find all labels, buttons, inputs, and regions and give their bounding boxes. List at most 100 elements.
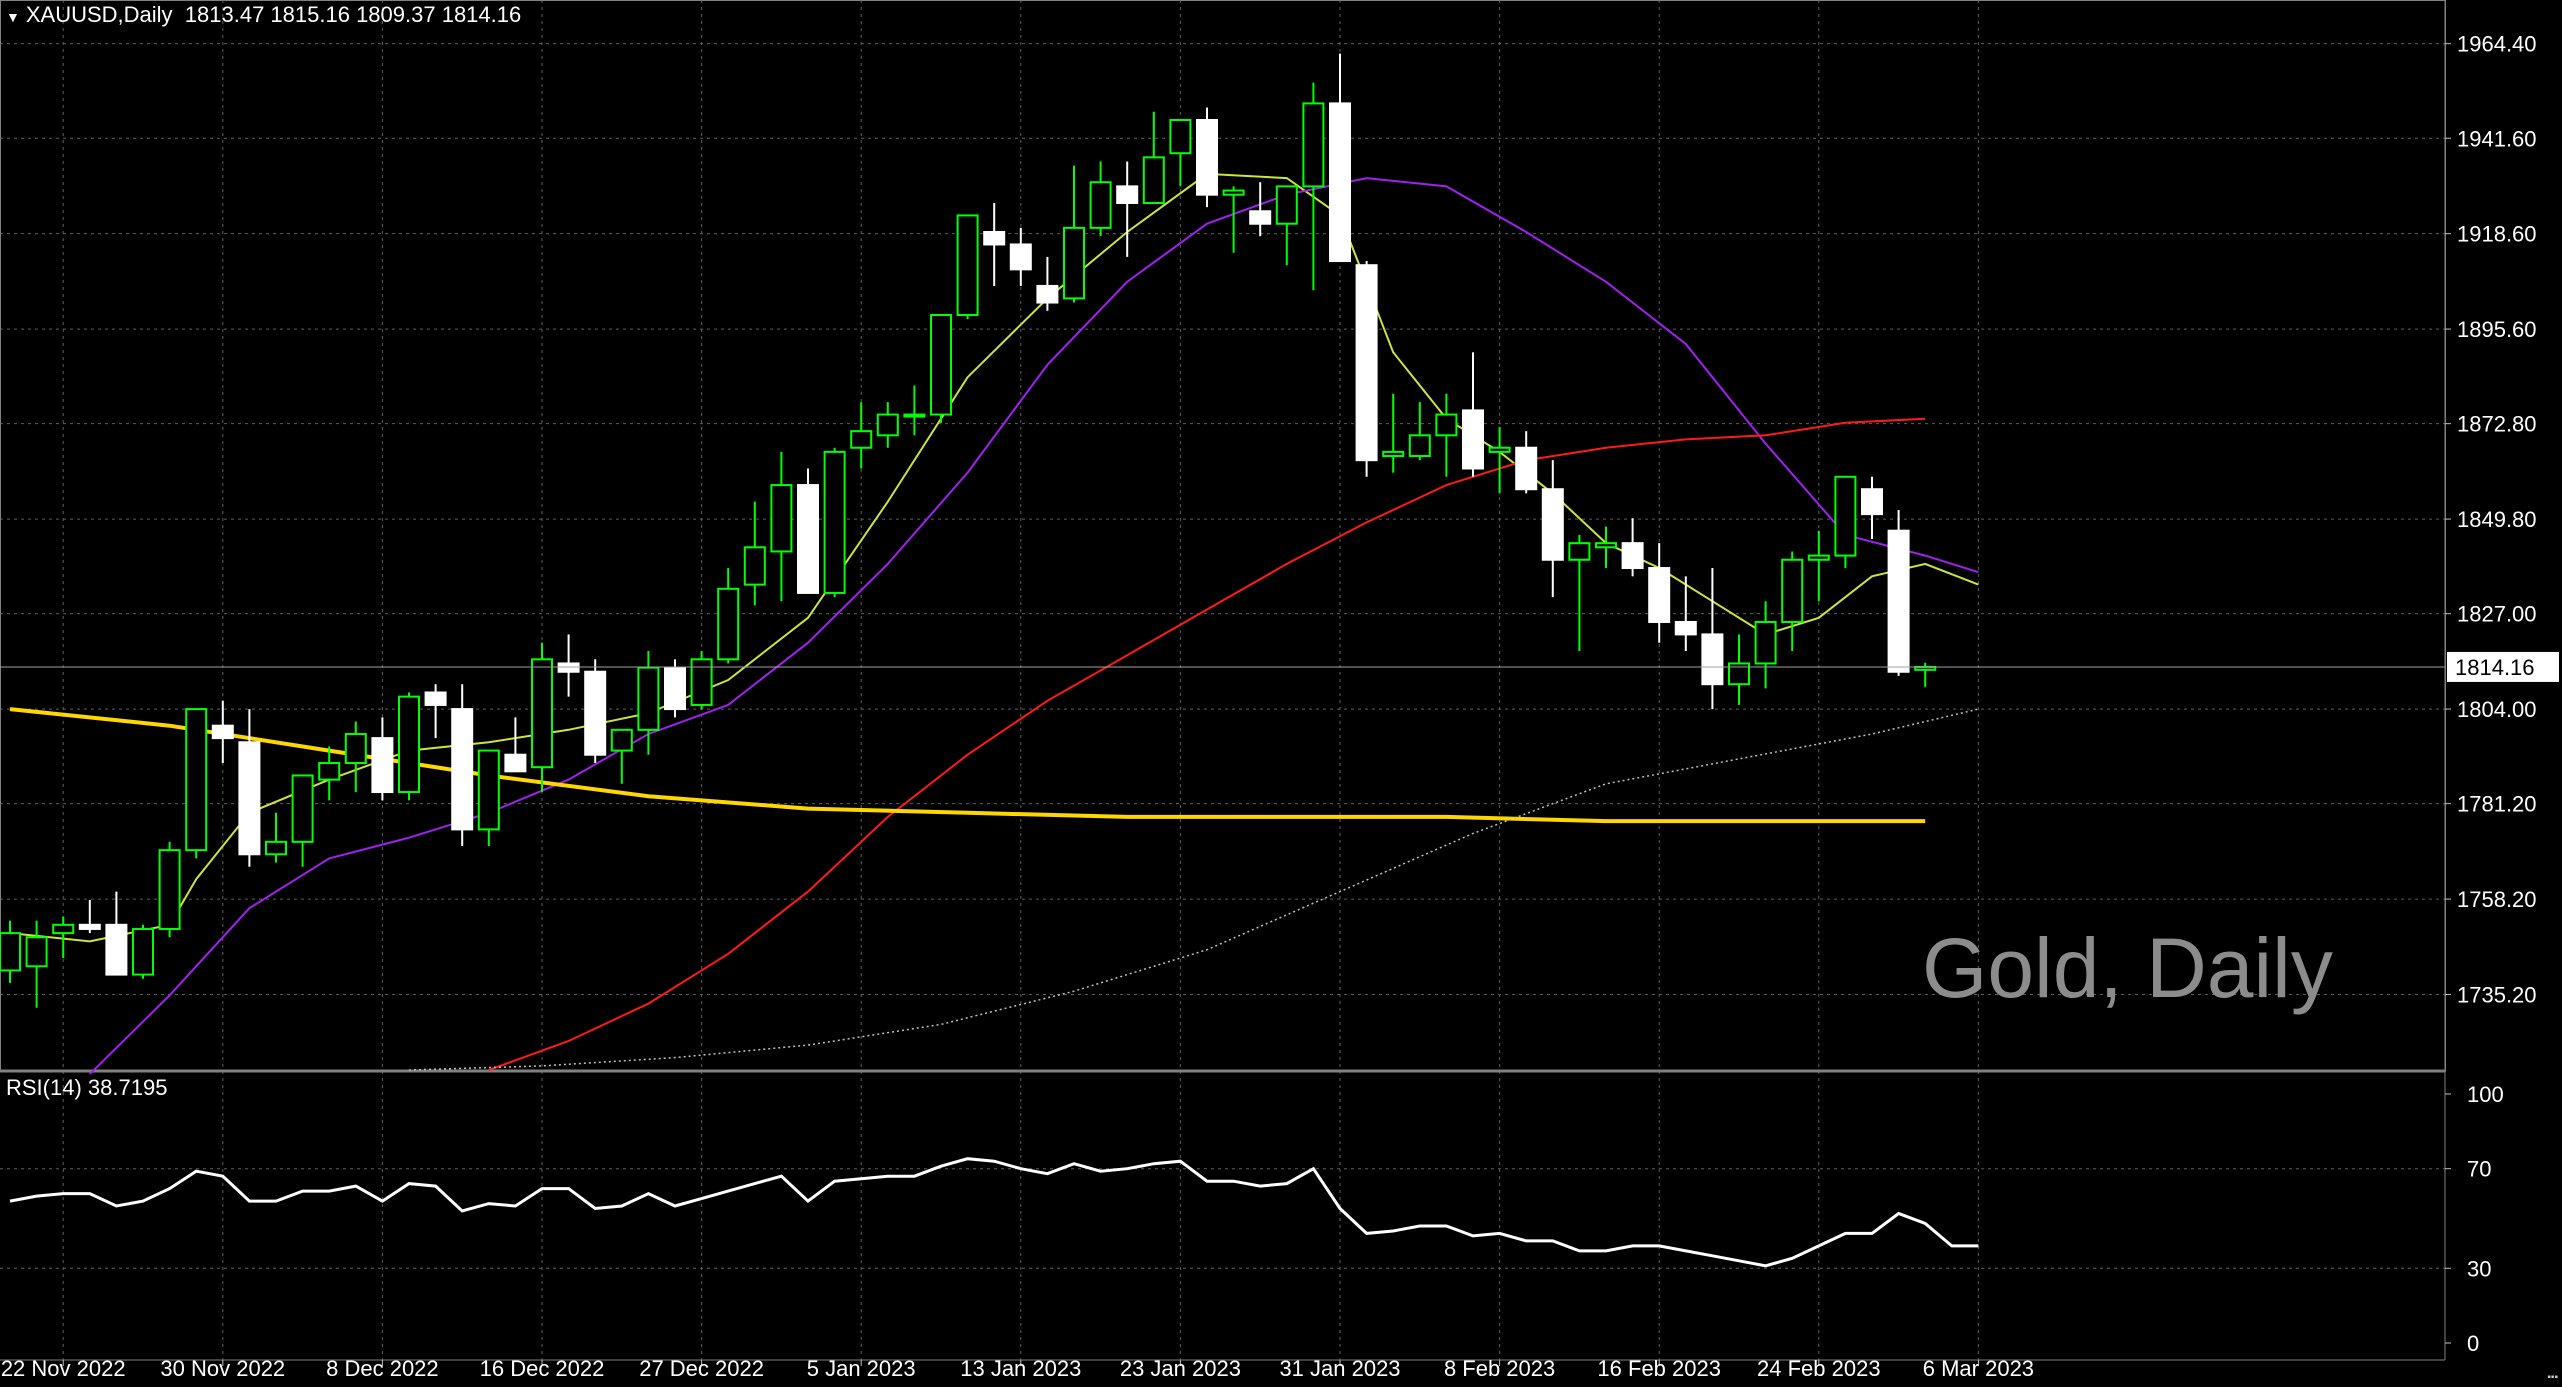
candle-body [105, 923, 128, 976]
candle-body [664, 666, 686, 711]
candle-body [1728, 662, 1750, 686]
candle-body [850, 430, 873, 449]
symbol-label: XAUUSD,Daily [25, 2, 173, 27]
price-tick-label: 1827.00 [2457, 602, 2537, 627]
candle-body [1329, 102, 1351, 263]
rsi-header: RSI(14) 38.7195 [6, 1075, 168, 1100]
candle-body [1834, 475, 1857, 557]
candle-body [1009, 243, 1032, 271]
candle-body [1249, 210, 1272, 225]
candle-body [1116, 185, 1139, 204]
candle-body [398, 695, 420, 794]
candle-body [1674, 620, 1697, 636]
rsi-tick-label: 30 [2467, 1256, 2491, 1281]
candle-body [424, 691, 447, 706]
brand-logo-icon: ▪▪▪ [2547, 1372, 2558, 1383]
candle-body [477, 749, 500, 831]
candle-body [770, 484, 793, 553]
chart-header[interactable]: ▼ XAUUSD,Daily 1813.47 1815.16 1809.37 18… [6, 2, 521, 28]
date-tick-label: 8 Feb 2023 [1444, 1356, 1555, 1381]
price-tick-label: 1758.20 [2457, 887, 2537, 912]
date-tick-label: 24 Feb 2023 [1757, 1356, 1881, 1381]
axes: 1735.20 1758.20 1781.20 1804.00 1827.00 1849.… [0, 32, 2559, 1381]
date-tick-label: 16 Dec 2022 [480, 1356, 605, 1381]
candle-body [1887, 529, 1910, 673]
candle-body [930, 313, 952, 416]
candle-body [903, 413, 926, 418]
candle-body [797, 484, 819, 594]
candle-body [531, 658, 553, 769]
candle-body [1861, 488, 1883, 516]
watermark: Gold, Daily [1922, 921, 2333, 1015]
moving-average-line [89, 177, 1979, 1075]
candle-body [1275, 185, 1298, 225]
moving-average-line [408, 708, 1979, 1071]
candle-body [318, 762, 341, 781]
candle-body [25, 936, 48, 968]
pane-frames [0, 0, 2446, 1361]
candle-body [610, 728, 633, 752]
price-tick-label: 1918.60 [2457, 222, 2537, 247]
price-tick-label: 1735.20 [2457, 982, 2537, 1007]
price-tick-label: 1781.20 [2457, 792, 2537, 817]
candle-body [690, 658, 713, 706]
candle-body [1488, 446, 1511, 453]
main-pane-frame [0, 0, 2446, 1072]
date-tick-label: 5 Jan 2023 [807, 1356, 916, 1381]
candle-body [1169, 119, 1192, 155]
date-tick-label: 23 Jan 2023 [1120, 1356, 1241, 1381]
grid-lines [0, 0, 2445, 1360]
last-price-label-box [2447, 651, 2559, 682]
candle-body [637, 666, 660, 731]
candle-body [1595, 542, 1617, 549]
candle-body [1063, 226, 1085, 300]
candle-body [185, 708, 208, 852]
date-tick-label: 13 Jan 2023 [960, 1356, 1081, 1381]
price-tick-label: 1941.60 [2457, 126, 2537, 151]
collapse-triangle-icon[interactable]: ▼ [6, 9, 20, 25]
date-tick-label: 31 Jan 2023 [1279, 1356, 1400, 1381]
candle-body [344, 732, 367, 765]
candle-body [1701, 633, 1724, 686]
rsi-tick-label: 0 [2467, 1331, 2479, 1356]
candle-body [1302, 102, 1325, 188]
candle-body [1435, 413, 1458, 437]
candle-body [876, 413, 899, 437]
candle-body [1807, 554, 1830, 561]
candle-body [52, 923, 75, 935]
candle-body [823, 450, 846, 594]
candle-body [78, 923, 101, 930]
candle-body [584, 670, 607, 756]
date-tick-label: 22 Nov 2022 [1, 1356, 126, 1381]
candle-body [0, 932, 21, 972]
candle-body [983, 231, 1006, 246]
candle-body [211, 724, 234, 740]
candle-body [1621, 542, 1644, 570]
date-tick-label: 16 Feb 2023 [1597, 1356, 1721, 1381]
candle-body [1462, 409, 1484, 470]
price-tick-label: 1804.00 [2457, 697, 2537, 722]
price-tick-label: 1895.60 [2457, 317, 2537, 342]
last-price-label: 1814.16 [2455, 655, 2535, 680]
rsi-line [9, 1157, 1979, 1268]
candle-body [265, 840, 287, 856]
candle-body [1408, 434, 1431, 458]
candle-body [1754, 620, 1777, 665]
candle-body [1089, 181, 1112, 229]
candle-body [743, 546, 766, 586]
candle-body [1648, 567, 1671, 623]
candle-body [238, 741, 261, 856]
candle-body [1142, 156, 1165, 204]
candle-body [1222, 189, 1245, 196]
candle-body [1196, 119, 1218, 196]
candle-body [1036, 284, 1059, 304]
date-tick-label: 27 Dec 2022 [639, 1356, 764, 1381]
date-tick-label: 8 Dec 2022 [326, 1356, 439, 1381]
candle-body [371, 737, 394, 794]
candle-body [557, 662, 580, 673]
candle-body [956, 214, 979, 316]
price-tick-label: 1849.80 [2457, 507, 2537, 532]
rsi-tick-label: 70 [2467, 1157, 2491, 1182]
candle-body [504, 753, 527, 773]
